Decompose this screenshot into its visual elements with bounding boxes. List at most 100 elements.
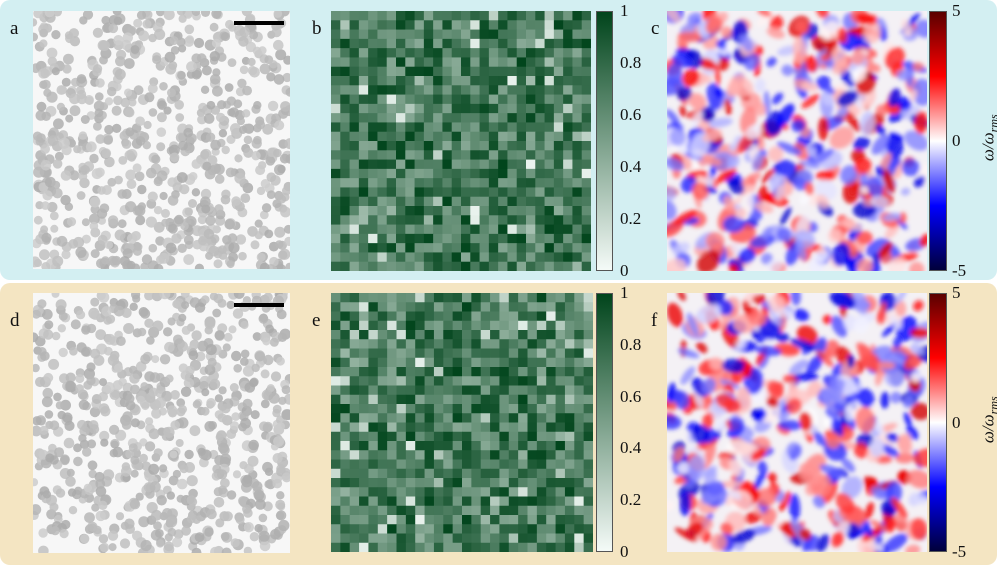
heatmap-cell	[526, 196, 536, 207]
heatmap-cell	[405, 48, 415, 58]
heatmap-cell	[499, 496, 510, 507]
particle	[78, 434, 87, 443]
heatmap-cell	[433, 357, 444, 368]
vorticity-blob	[886, 433, 900, 443]
particle	[228, 252, 239, 262]
particle	[217, 413, 227, 423]
particle	[200, 196, 211, 207]
heatmap-cell	[526, 11, 536, 21]
heatmap-cell	[423, 85, 434, 95]
heatmap-cell	[507, 215, 518, 225]
particle	[140, 308, 151, 319]
particle	[151, 355, 160, 364]
particle	[174, 214, 184, 225]
heatmap-cell	[488, 29, 499, 40]
heatmap-cell	[498, 141, 508, 151]
particle	[95, 510, 106, 522]
heatmap-cell	[358, 206, 369, 216]
heatmap-cell	[498, 66, 508, 77]
vorticity-blob	[713, 88, 725, 98]
heatmap-cell	[461, 57, 471, 68]
heatmap-cell	[340, 533, 351, 544]
particle	[126, 260, 136, 269]
particle	[41, 309, 53, 320]
heatmap-cell	[349, 141, 360, 151]
vorticity-blob	[870, 519, 889, 533]
heatmap-cell	[507, 57, 518, 68]
heatmap-cell	[387, 302, 397, 312]
vorticity-blob	[672, 54, 694, 68]
heatmap-cell	[488, 224, 499, 235]
heatmap-cell	[563, 187, 573, 198]
heatmap-cell	[572, 11, 583, 21]
vorticity-blob	[721, 358, 747, 373]
heatmap-cell	[349, 459, 360, 470]
heatmap-cell	[340, 215, 350, 225]
heatmap-cell	[442, 224, 453, 235]
heatmap-cell	[526, 243, 536, 253]
vorticity-blob	[728, 459, 742, 477]
particle	[228, 325, 237, 334]
particle	[237, 78, 247, 89]
heatmap-cell	[349, 178, 360, 188]
heatmap-cell	[555, 413, 566, 423]
heatmap-cell	[471, 413, 482, 423]
heatmap-cell	[405, 357, 416, 368]
heatmap-cell	[377, 385, 388, 396]
colorbar-tick-label: 5	[952, 1, 961, 20]
heatmap-cell	[563, 178, 573, 188]
heatmap-cell	[377, 85, 388, 95]
heatmap-cell	[386, 20, 397, 30]
heatmap-cell	[396, 57, 406, 68]
heatmap-cell	[507, 168, 518, 179]
heatmap-cell	[564, 311, 575, 322]
heatmap-cell	[480, 450, 491, 460]
heatmap-cell	[368, 159, 378, 170]
heatmap-cell	[461, 20, 471, 30]
heatmap-cell	[331, 533, 341, 544]
particle	[264, 480, 273, 489]
heatmap-cell	[396, 302, 407, 312]
heatmap-cell	[415, 311, 425, 322]
heatmap-cell	[415, 376, 425, 386]
particle	[202, 161, 212, 171]
vorticity-blob	[856, 258, 874, 271]
vorticity-blob	[829, 377, 845, 391]
heatmap-cell	[415, 468, 425, 479]
vorticity-blob	[883, 533, 908, 552]
particle	[99, 542, 110, 553]
vorticity-blob	[672, 209, 698, 225]
heatmap-cell	[536, 320, 547, 331]
heatmap-cell	[518, 468, 528, 479]
heatmap-cell	[331, 524, 341, 534]
heatmap-cell	[480, 376, 491, 386]
heatmap-cell	[331, 150, 341, 160]
heatmap-cell	[396, 243, 406, 253]
heatmap-cell	[507, 38, 518, 49]
particle	[161, 208, 170, 218]
heatmap-cell	[462, 330, 472, 340]
particle	[38, 528, 48, 538]
vorticity-blob	[893, 513, 908, 531]
particle	[50, 526, 60, 536]
heatmap-cell	[377, 168, 388, 179]
particle	[33, 131, 43, 141]
heatmap-cell	[331, 103, 341, 114]
heatmap-cell	[349, 441, 360, 451]
particle	[161, 218, 170, 227]
particle	[179, 464, 189, 474]
particle	[214, 204, 224, 214]
heatmap-cell	[527, 339, 538, 349]
heatmap-cell	[479, 215, 490, 225]
heatmap-cell	[340, 524, 351, 534]
heatmap-cell	[508, 367, 519, 377]
vorticity-blob	[881, 444, 899, 457]
colorbar-f	[929, 293, 947, 552]
vorticity-blob	[816, 11, 830, 19]
heatmap-cell	[423, 224, 434, 235]
vorticity-blob	[667, 500, 675, 512]
heatmap-cell	[340, 468, 351, 479]
particle	[176, 172, 188, 183]
heatmap-cell	[555, 293, 566, 303]
heatmap-cell	[433, 76, 443, 86]
